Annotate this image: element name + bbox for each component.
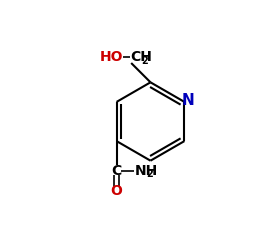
Text: O: O: [111, 184, 123, 198]
Text: NH: NH: [134, 164, 158, 178]
Text: N: N: [181, 93, 194, 107]
Text: 2: 2: [146, 169, 153, 179]
Text: HO: HO: [99, 50, 123, 64]
Text: 2: 2: [141, 56, 148, 66]
Text: CH: CH: [131, 50, 153, 64]
Text: C: C: [112, 164, 122, 178]
